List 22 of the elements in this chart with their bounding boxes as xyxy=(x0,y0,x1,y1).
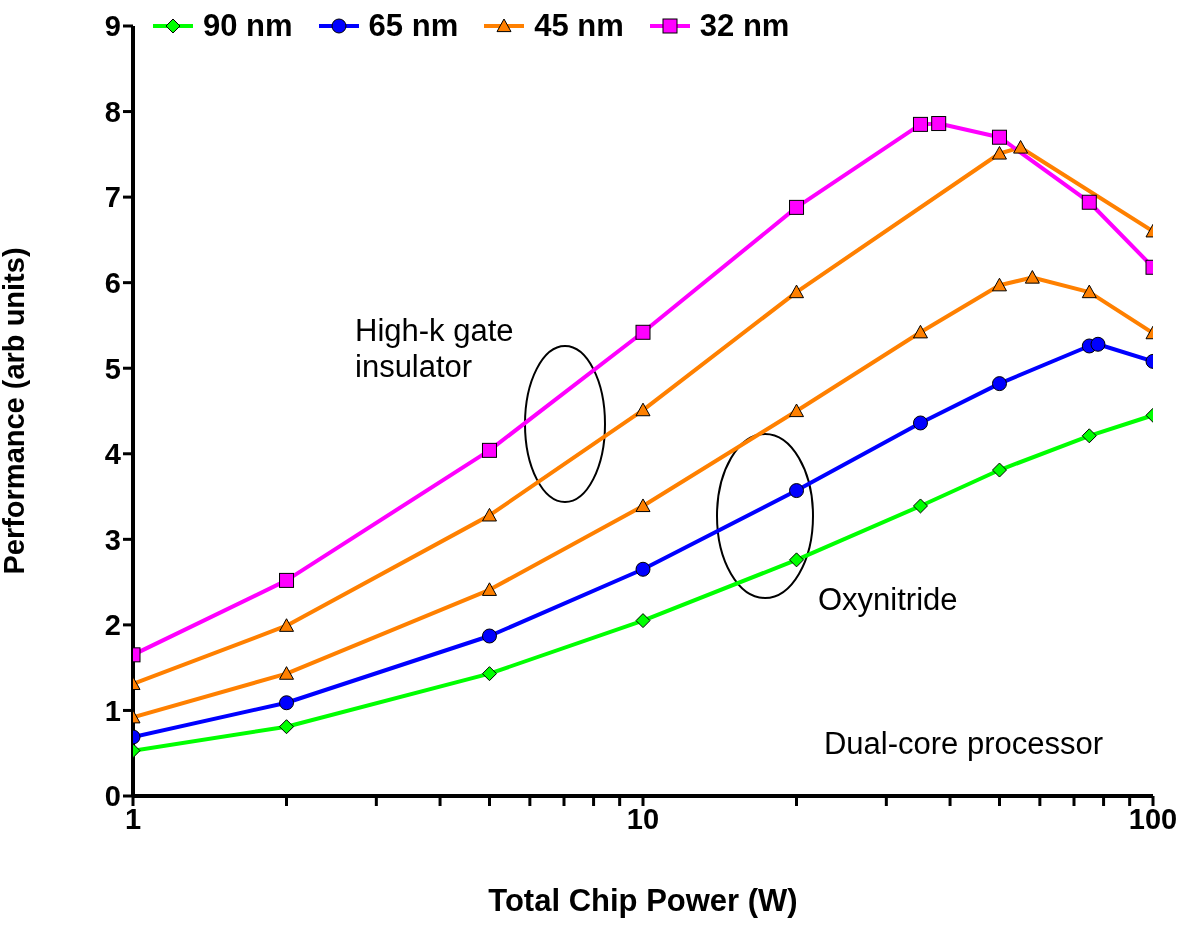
legend-label: 45 nm xyxy=(534,8,624,44)
x-tick-label: 1 xyxy=(124,802,142,835)
legend-label: 32 nm xyxy=(699,8,790,44)
y-tick-label: 3 xyxy=(104,523,121,556)
y-tick-label: 7 xyxy=(104,181,121,214)
y-tick-label: 1 xyxy=(104,694,121,727)
y-tick-label: 5 xyxy=(104,352,121,385)
x-tick-label: 10 xyxy=(626,802,660,835)
y-tick-label: 9 xyxy=(104,10,121,43)
annotation: High-k gate insulator xyxy=(355,313,515,385)
y-tick-label: 4 xyxy=(104,438,121,471)
y-tick-label: 0 xyxy=(104,780,121,813)
legend-label: 65 nm xyxy=(368,8,459,44)
y-tick-label: 6 xyxy=(104,266,121,299)
annotation: Dual-core processor xyxy=(823,726,1103,762)
y-tick-label: 8 xyxy=(104,95,121,128)
annotation: Oxynitride xyxy=(818,582,958,618)
x-axis-title: Total Chip Power (W) xyxy=(488,883,798,918)
y-axis-title: Performance (arb units) xyxy=(0,247,31,575)
y-tick-label: 2 xyxy=(104,609,121,642)
legend-label: 90 nm xyxy=(203,8,293,44)
x-tick-label: 100 xyxy=(1128,802,1178,835)
